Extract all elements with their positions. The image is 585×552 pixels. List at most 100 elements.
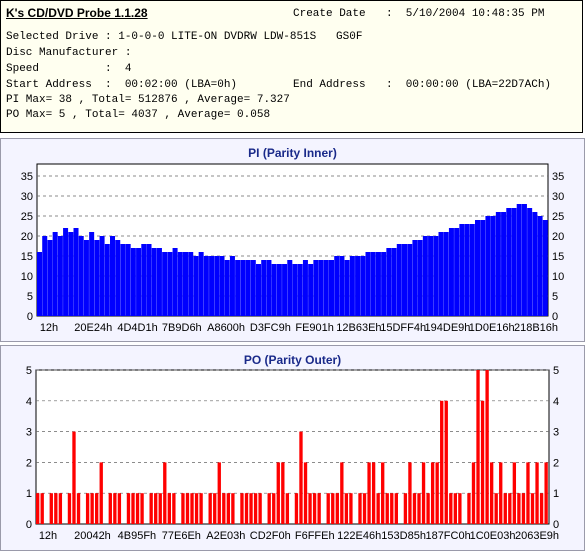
data-bar	[229, 256, 235, 316]
pi-chart: PI (Parity Inner) 0 0 5 5 10 10 15 15 20 20 25 25 30 3…	[21, 146, 565, 334]
data-bar	[512, 462, 517, 524]
data-bar	[381, 462, 385, 524]
y-tick-label: 2	[26, 457, 32, 469]
data-bar	[190, 493, 194, 524]
data-bar	[193, 256, 199, 316]
x-tick-label: 4D4D1h	[117, 322, 157, 334]
data-bar	[113, 493, 117, 524]
chart-title: PO (Parity Outer)	[244, 353, 341, 367]
data-bar	[467, 493, 471, 524]
data-bar	[335, 493, 339, 524]
data-bar	[110, 236, 116, 316]
data-bar	[521, 493, 526, 524]
data-bar	[154, 493, 158, 524]
y-tick-label-right: 0	[552, 311, 558, 323]
data-bar	[475, 220, 481, 316]
data-bar	[448, 228, 454, 316]
data-bar	[131, 493, 135, 524]
data-bar	[521, 204, 527, 316]
data-bar	[156, 248, 162, 316]
data-bar	[454, 228, 460, 316]
data-bar	[417, 240, 423, 316]
y-tick-label: 15	[21, 251, 33, 263]
data-bar	[125, 244, 131, 316]
data-bar	[539, 493, 544, 524]
data-bar	[349, 256, 355, 316]
data-bar	[37, 252, 43, 316]
data-bar	[115, 240, 121, 316]
data-bar	[303, 462, 308, 524]
data-bar	[203, 256, 209, 316]
data-bar	[511, 208, 517, 316]
data-bar	[58, 493, 63, 524]
x-tick-label: 12h	[40, 322, 58, 334]
data-bar	[371, 462, 376, 524]
data-bar	[42, 236, 48, 316]
data-bar	[258, 493, 262, 524]
data-bar	[253, 493, 258, 524]
data-bar	[214, 256, 220, 316]
data-bar	[167, 252, 173, 316]
data-bar	[136, 248, 142, 316]
data-bar	[412, 240, 418, 316]
data-bar	[508, 493, 512, 524]
data-bar	[226, 493, 231, 524]
y-tick-label: 35	[21, 171, 33, 183]
x-tick-label: 12h	[39, 530, 57, 542]
data-bar	[408, 462, 412, 524]
data-bar	[344, 493, 349, 524]
data-bar	[104, 244, 110, 316]
data-bar	[198, 252, 204, 316]
data-bar	[83, 240, 89, 316]
start-address: Start Address : 00:02:00 (LBA=0h)	[6, 79, 238, 91]
data-bar	[331, 493, 335, 524]
data-bar	[362, 493, 367, 524]
data-bar	[63, 228, 69, 316]
data-bar	[385, 493, 389, 524]
data-bar	[381, 252, 387, 316]
data-bar	[73, 228, 79, 316]
data-bar	[181, 493, 185, 524]
data-bar	[94, 240, 100, 316]
data-bar	[40, 493, 44, 524]
data-bar	[334, 256, 340, 316]
data-bar	[172, 248, 178, 316]
data-bar	[391, 248, 397, 316]
pi-chart-panel: PI (Parity Inner) 0 0 5 5 10 10 15 15 20 20 25 25 30 3…	[0, 138, 585, 342]
data-bar	[499, 462, 503, 524]
data-bar	[250, 260, 256, 316]
data-bar	[402, 244, 408, 316]
data-bar	[503, 493, 507, 524]
y-tick-label-right: 5	[552, 291, 558, 303]
data-bar	[89, 232, 95, 316]
y-tick-label-right: 5	[553, 365, 559, 377]
data-bar	[464, 224, 470, 316]
data-bar	[146, 244, 152, 316]
data-bar	[302, 260, 308, 316]
data-bar	[308, 264, 314, 316]
data-bar	[458, 493, 462, 524]
disc-manufacturer: Disc Manufacturer :	[6, 47, 132, 59]
x-tick-label: 122E46h	[337, 530, 381, 542]
data-bar	[407, 244, 413, 316]
po-chart: PO (Parity Outer) 0 0 1 1 2 2 3 3 4 4 5 5 12h 20042h 4B…	[26, 353, 559, 542]
data-bar	[453, 493, 458, 524]
data-bar	[57, 236, 63, 316]
po-summary: PO Max= 5 , Total= 4037 , Average= 0.058	[6, 109, 271, 121]
data-bar	[412, 493, 417, 524]
data-bar	[433, 236, 439, 316]
data-bar	[370, 252, 376, 316]
data-bar	[367, 462, 371, 524]
x-tick-label: 187FC0h	[425, 530, 470, 542]
data-bar	[282, 264, 288, 316]
y-tick-label: 5	[26, 365, 32, 377]
data-bar	[52, 232, 58, 316]
app-title: K's CD/DVD Probe 1.1.28	[6, 6, 148, 20]
data-bar	[537, 216, 543, 316]
create-date-value: : 5/10/2004 10:48:35 PM	[386, 8, 545, 20]
data-bar	[544, 462, 548, 524]
data-bar	[149, 493, 153, 524]
x-tick-label: 4B95Fh	[118, 530, 157, 542]
data-bar	[449, 493, 453, 524]
data-bar	[188, 252, 194, 316]
